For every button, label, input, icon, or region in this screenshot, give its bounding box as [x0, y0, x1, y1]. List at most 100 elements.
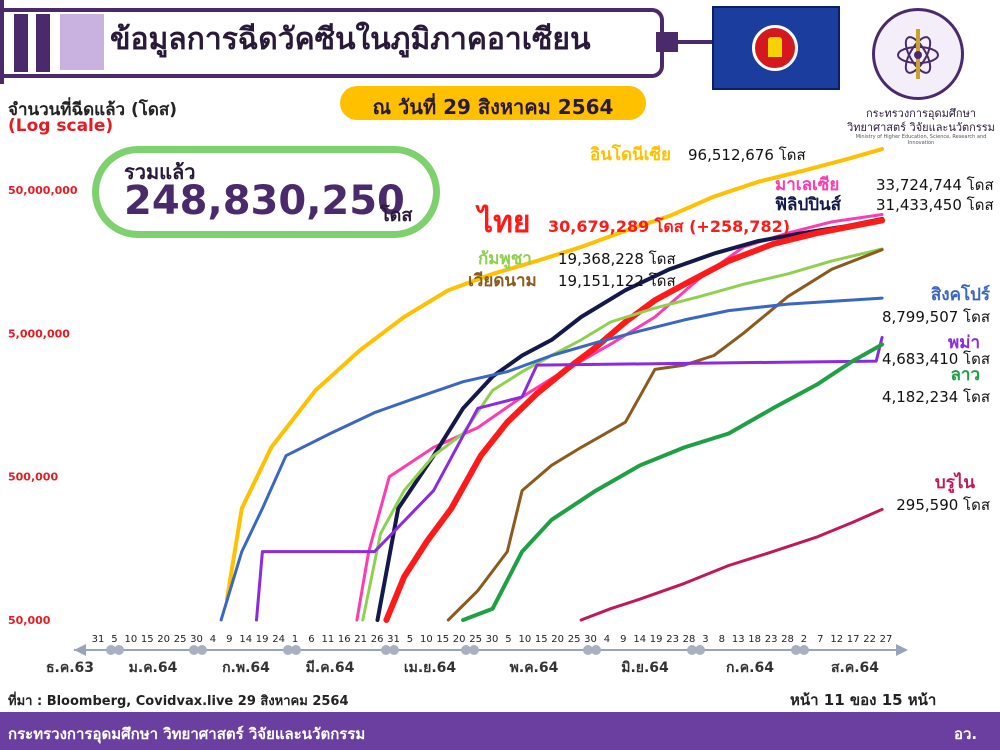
syringe-fill: [60, 14, 104, 70]
series-name-label: มาเลเซีย: [775, 174, 839, 195]
x-month-label: มี.ค.64: [306, 660, 355, 676]
series-name-label: พม่า: [948, 333, 980, 353]
x-day-tick-label: 30: [584, 634, 597, 645]
x-day-tick-label: 8: [719, 634, 725, 645]
y-tick-label: 50,000,000: [8, 184, 78, 197]
x-day-tick-label: 30: [486, 634, 499, 645]
series-line: [579, 507, 884, 622]
month-separator-dot: [791, 645, 801, 655]
x-day-tick-label: 1: [292, 634, 298, 645]
x-month-label: ก.ค.64: [726, 660, 774, 676]
x-month-label: พ.ค.64: [510, 660, 559, 676]
x-day-tick-label: 12: [830, 634, 843, 645]
series-value-label: 96,512,676 โดส: [688, 146, 806, 164]
x-day-tick-label: 10: [420, 634, 433, 645]
x-month-label: ส.ค.64: [831, 660, 879, 676]
total-doses-label: รวมแล้ว: [124, 160, 196, 184]
series-line: [219, 296, 884, 622]
x-day-tick-label: 3: [702, 634, 708, 645]
x-day-tick-label: 15: [535, 634, 548, 645]
total-doses-unit: โดส: [380, 205, 413, 226]
x-day-tick-label: 10: [124, 634, 137, 645]
y-axis-title: จำนวนที่ฉีดแล้ว (โดส): [8, 100, 178, 120]
chart-series: [219, 147, 886, 623]
y-tick-label: 5,000,000: [8, 327, 70, 340]
syringe-plunger: [14, 14, 28, 72]
page-title: ข้อมูลการฉีดวัคซีนในภูมิภาคอาเซียน: [110, 22, 591, 57]
series-value-label: 295,590 โดส: [896, 496, 990, 514]
series-line: [225, 147, 885, 602]
source-note: ที่มา : Bloomberg, Covidvax.live 29 สิงห…: [8, 694, 349, 709]
series-name-label: บรูไน: [935, 472, 975, 494]
x-day-tick-label: 19: [650, 634, 663, 645]
series-name-label: สิงคโปร์: [931, 284, 991, 305]
series-value-label: 4,683,410 โดส: [882, 350, 990, 368]
date-badge-text: ณ วันที่ 29 สิงหาคม 2564: [372, 95, 614, 119]
series-value-label: 19,151,122 โดส: [558, 272, 676, 290]
x-day-tick-label: 21: [354, 634, 367, 645]
x-day-tick-label: 13: [732, 634, 745, 645]
month-separator-dot: [106, 645, 116, 655]
x-day-tick-label: 25: [469, 634, 482, 645]
series-value-label: 33,724,744 โดส: [876, 176, 994, 194]
x-day-tick-label: 2: [801, 634, 807, 645]
total-doses-value: 248,830,250: [124, 178, 405, 224]
month-separator-dot: [583, 645, 593, 655]
x-month-label: เม.ย.64: [404, 660, 457, 676]
asean-flag-icon: [712, 6, 840, 90]
x-day-tick-label: 31: [92, 634, 105, 645]
x-axis-arrow-left-icon: [74, 644, 86, 656]
x-day-tick-label: 31: [387, 634, 400, 645]
month-separator-dot: [283, 645, 293, 655]
x-day-tick-label: 25: [568, 634, 581, 645]
footer-ministry: กระทรวงการอุดมศึกษา วิทยาศาสตร์ วิจัยและ…: [8, 725, 366, 743]
x-month-label: ม.ค.64: [129, 660, 178, 676]
x-day-tick-label: 20: [453, 634, 466, 645]
series-value-label: 19,368,228 โดส: [558, 250, 676, 268]
y-tick-label: 500,000: [8, 471, 58, 484]
ministry-name-english: Ministry of Higher Education, Science, R…: [855, 134, 987, 146]
x-day-tick-label: 26: [371, 634, 384, 645]
month-separator-dot: [189, 645, 199, 655]
x-day-tick-label: 11: [321, 634, 334, 645]
syringe-end: [0, 0, 4, 84]
rice-sheaf-icon: [768, 37, 782, 57]
x-day-tick-label: 30: [190, 634, 203, 645]
x-month-label: ธ.ค.63: [46, 660, 94, 676]
x-day-tick-label: 9: [620, 634, 626, 645]
page-number: หน้า 11 ของ 15 หน้า: [790, 691, 937, 709]
x-day-tick-label: 15: [436, 634, 449, 645]
x-day-tick-label: 4: [604, 634, 610, 645]
x-month-label: ก.พ.64: [222, 660, 270, 676]
series-line: [375, 216, 885, 622]
series-value-label: 4,182,234 โดส: [882, 388, 990, 406]
series-value-label: 30,679,289 โดส (+258,782): [548, 216, 790, 236]
footer-bar: กระทรวงการอุดมศึกษา วิทยาศาสตร์ วิจัยและ…: [0, 712, 1000, 750]
month-separator-dot: [114, 645, 124, 655]
x-day-tick-label: 24: [272, 634, 285, 645]
series-name-label: ไทย: [475, 204, 530, 240]
month-separator-dot: [389, 645, 399, 655]
ministry-logo-icon: [872, 8, 964, 100]
x-day-tick-label: 23: [666, 634, 679, 645]
series-name-label: อินโดนีเซีย: [590, 144, 671, 165]
footer-abbreviation: อว.: [954, 725, 978, 743]
syringe-plunger: [36, 14, 50, 72]
ministry-name-line2: วิทยาศาสตร์ วิจัยและนวัตกรรม: [847, 121, 995, 134]
series-name-label: ฟิลิปปินส์: [775, 194, 842, 215]
x-day-tick-label: 10: [518, 634, 531, 645]
x-day-tick-label: 19: [256, 634, 269, 645]
series-line: [446, 248, 884, 622]
x-day-tick-label: 22: [863, 634, 876, 645]
month-separator-dot: [461, 645, 471, 655]
series-name-label: ลาว: [950, 365, 980, 385]
x-day-tick-label: 28: [683, 634, 696, 645]
asean-emblem-icon: [752, 25, 798, 71]
x-day-tick-label: 15: [141, 634, 154, 645]
month-separator-dot: [197, 645, 207, 655]
series-value-label: 31,433,450 โดส: [876, 196, 994, 214]
x-month-label: มิ.ย.64: [621, 660, 669, 676]
x-day-tick-label: 9: [226, 634, 232, 645]
